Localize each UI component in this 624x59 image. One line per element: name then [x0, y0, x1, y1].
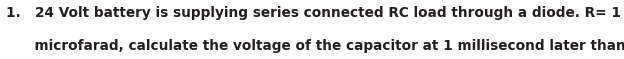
Text: microfarad, calculate the voltage of the capacitor at 1 millisecond later than t: microfarad, calculate the voltage of the…: [6, 39, 624, 53]
Text: 1.   24 Volt battery is supplying series connected RC load through a diode. R= 1: 1. 24 Volt battery is supplying series c…: [6, 6, 624, 20]
